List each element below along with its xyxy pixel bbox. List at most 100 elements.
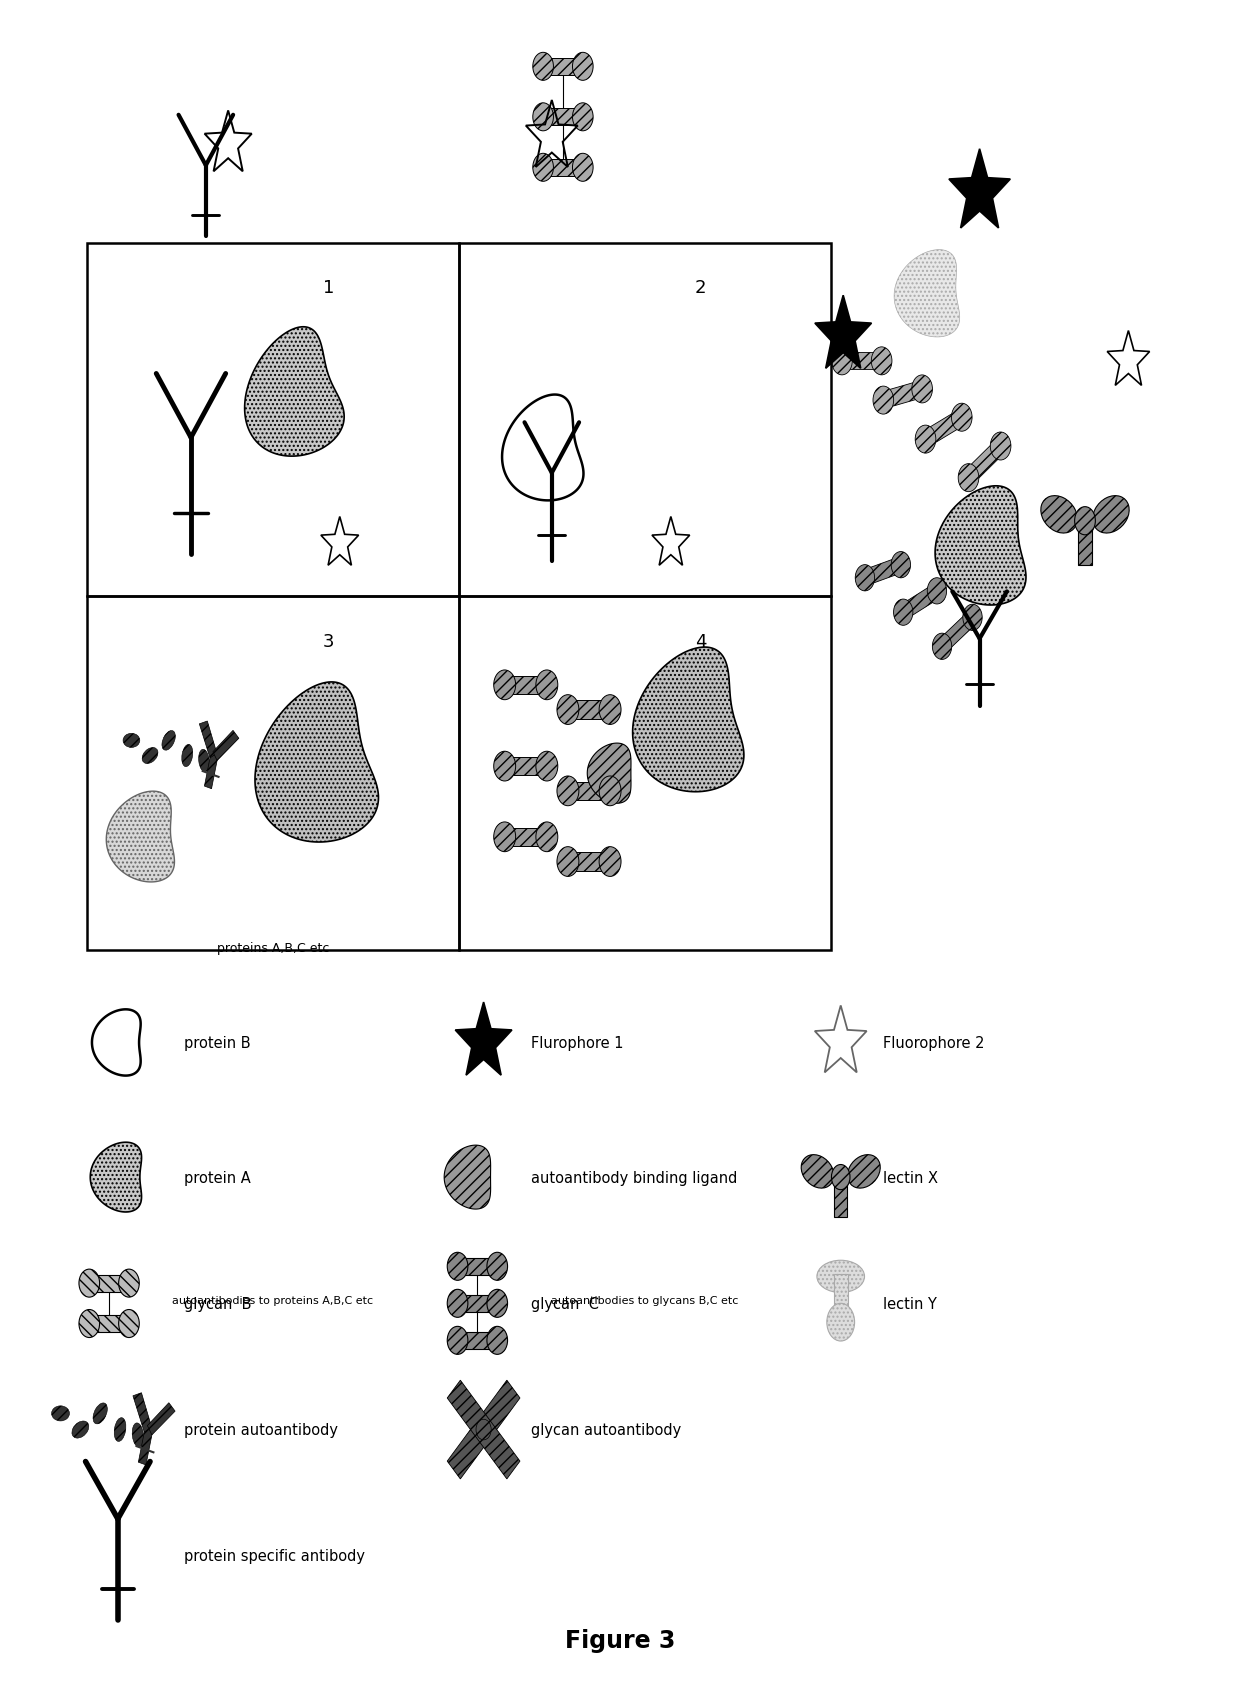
Circle shape bbox=[951, 404, 972, 432]
Circle shape bbox=[911, 375, 932, 404]
Bar bbox=[459, 597, 831, 950]
Text: protein B: protein B bbox=[184, 1036, 250, 1050]
Ellipse shape bbox=[123, 733, 140, 748]
Circle shape bbox=[536, 752, 558, 782]
Text: protein autoantibody: protein autoantibody bbox=[184, 1423, 337, 1436]
Polygon shape bbox=[894, 251, 960, 338]
Text: protein specific antibody: protein specific antibody bbox=[184, 1549, 365, 1563]
Circle shape bbox=[79, 1310, 99, 1337]
Circle shape bbox=[599, 848, 621, 876]
Bar bbox=[87, 597, 459, 950]
Text: 2: 2 bbox=[694, 279, 707, 298]
Circle shape bbox=[962, 606, 982, 631]
Polygon shape bbox=[205, 755, 218, 789]
Polygon shape bbox=[244, 328, 345, 458]
Ellipse shape bbox=[817, 1260, 864, 1293]
Polygon shape bbox=[923, 410, 965, 447]
Polygon shape bbox=[588, 743, 631, 804]
Polygon shape bbox=[939, 611, 976, 654]
Text: lectin Y: lectin Y bbox=[883, 1297, 936, 1310]
Ellipse shape bbox=[198, 750, 210, 772]
Polygon shape bbox=[200, 722, 217, 759]
Circle shape bbox=[448, 1253, 467, 1280]
Circle shape bbox=[928, 579, 946, 604]
Circle shape bbox=[932, 634, 952, 659]
Polygon shape bbox=[448, 1381, 520, 1478]
Circle shape bbox=[557, 848, 579, 876]
Polygon shape bbox=[458, 1258, 497, 1275]
Circle shape bbox=[856, 565, 874, 592]
Polygon shape bbox=[882, 382, 924, 409]
Circle shape bbox=[536, 822, 558, 853]
Bar bbox=[1078, 511, 1092, 567]
Circle shape bbox=[573, 54, 593, 81]
Circle shape bbox=[494, 822, 516, 853]
Text: Figure 3: Figure 3 bbox=[564, 1628, 676, 1652]
Circle shape bbox=[915, 426, 936, 454]
Circle shape bbox=[557, 777, 579, 806]
Polygon shape bbox=[863, 557, 903, 587]
Circle shape bbox=[119, 1270, 139, 1297]
Circle shape bbox=[79, 1270, 99, 1297]
Text: glycan autoantibody: glycan autoantibody bbox=[531, 1423, 681, 1436]
Ellipse shape bbox=[72, 1421, 89, 1438]
Circle shape bbox=[487, 1327, 507, 1354]
Circle shape bbox=[119, 1310, 139, 1337]
Circle shape bbox=[872, 348, 892, 375]
Circle shape bbox=[573, 155, 593, 182]
Polygon shape bbox=[89, 1275, 129, 1292]
Polygon shape bbox=[139, 1428, 153, 1465]
Ellipse shape bbox=[114, 1418, 126, 1441]
Polygon shape bbox=[842, 353, 882, 370]
Circle shape bbox=[487, 1290, 507, 1317]
Circle shape bbox=[959, 464, 978, 493]
Circle shape bbox=[557, 695, 579, 725]
Polygon shape bbox=[458, 1332, 497, 1349]
Circle shape bbox=[487, 1253, 507, 1280]
Polygon shape bbox=[543, 109, 583, 126]
Ellipse shape bbox=[182, 745, 192, 767]
Circle shape bbox=[827, 1304, 854, 1341]
Circle shape bbox=[573, 104, 593, 131]
Polygon shape bbox=[107, 792, 175, 883]
Text: 3: 3 bbox=[322, 632, 335, 651]
Text: autoantibodies to proteins A,B,C etc: autoantibodies to proteins A,B,C etc bbox=[172, 1295, 373, 1305]
Circle shape bbox=[533, 54, 553, 81]
Text: glycan  C: glycan C bbox=[531, 1297, 599, 1310]
Circle shape bbox=[1075, 508, 1095, 535]
Circle shape bbox=[448, 1290, 467, 1317]
Text: 4: 4 bbox=[694, 632, 707, 651]
Polygon shape bbox=[935, 486, 1025, 606]
Circle shape bbox=[873, 387, 894, 415]
Text: autoantibodies to glycans B,C etc: autoantibodies to glycans B,C etc bbox=[551, 1295, 739, 1305]
Polygon shape bbox=[455, 1002, 512, 1075]
Polygon shape bbox=[505, 757, 547, 775]
Bar bbox=[835, 1169, 847, 1218]
Polygon shape bbox=[458, 1295, 497, 1312]
Ellipse shape bbox=[133, 1423, 144, 1447]
Circle shape bbox=[991, 432, 1011, 461]
Ellipse shape bbox=[848, 1156, 880, 1189]
Text: Fluorophore 2: Fluorophore 2 bbox=[883, 1036, 985, 1050]
Bar bbox=[459, 244, 831, 597]
Circle shape bbox=[892, 552, 910, 579]
Circle shape bbox=[599, 695, 621, 725]
Polygon shape bbox=[505, 676, 547, 695]
Circle shape bbox=[599, 777, 621, 806]
Circle shape bbox=[536, 671, 558, 700]
Polygon shape bbox=[632, 648, 744, 792]
Polygon shape bbox=[133, 1393, 151, 1433]
Text: glycan  B: glycan B bbox=[184, 1297, 250, 1310]
Text: lectin X: lectin X bbox=[883, 1171, 937, 1184]
Circle shape bbox=[448, 1327, 467, 1354]
Ellipse shape bbox=[143, 748, 157, 764]
Polygon shape bbox=[965, 439, 1004, 486]
Ellipse shape bbox=[1092, 496, 1130, 533]
Circle shape bbox=[476, 1420, 491, 1440]
Polygon shape bbox=[568, 782, 610, 801]
Polygon shape bbox=[815, 296, 872, 368]
Circle shape bbox=[894, 600, 913, 626]
Text: proteins A,B,C etc: proteins A,B,C etc bbox=[217, 942, 329, 955]
Polygon shape bbox=[502, 395, 584, 501]
Bar bbox=[833, 1273, 848, 1320]
